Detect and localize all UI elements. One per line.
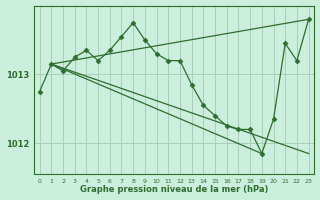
X-axis label: Graphe pression niveau de la mer (hPa): Graphe pression niveau de la mer (hPa) [80,185,268,194]
